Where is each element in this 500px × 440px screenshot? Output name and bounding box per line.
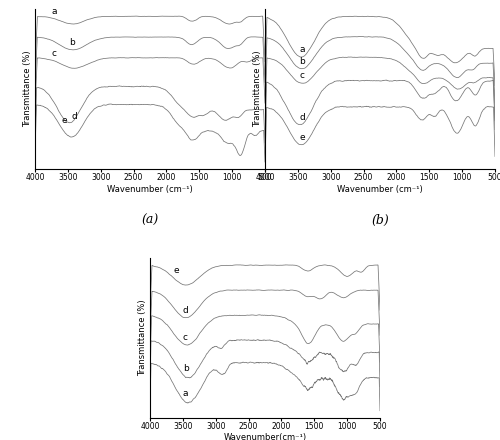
Text: b: b bbox=[69, 38, 75, 48]
Text: e: e bbox=[299, 133, 305, 142]
Text: d: d bbox=[183, 306, 188, 315]
Text: e: e bbox=[62, 117, 67, 125]
Text: d: d bbox=[71, 112, 77, 121]
Text: a: a bbox=[52, 7, 57, 16]
Text: (b): (b) bbox=[371, 214, 389, 227]
Text: c: c bbox=[183, 333, 188, 341]
Text: (a): (a) bbox=[142, 214, 158, 227]
Text: b: b bbox=[299, 57, 305, 66]
X-axis label: Wavenumber (cm⁻¹): Wavenumber (cm⁻¹) bbox=[107, 184, 193, 194]
Text: a: a bbox=[183, 389, 188, 398]
Y-axis label: Transmittance (%): Transmittance (%) bbox=[23, 51, 32, 127]
Text: a: a bbox=[299, 45, 304, 55]
Text: c: c bbox=[52, 49, 57, 58]
X-axis label: Wavenumber(cm⁻¹): Wavenumber(cm⁻¹) bbox=[224, 433, 306, 440]
Text: d: d bbox=[299, 113, 305, 122]
Y-axis label: Transmittance (%): Transmittance (%) bbox=[138, 300, 147, 376]
Text: e: e bbox=[173, 266, 178, 275]
Text: c: c bbox=[299, 71, 304, 81]
Text: b: b bbox=[183, 363, 188, 373]
Y-axis label: Transmittance (%): Transmittance (%) bbox=[253, 51, 262, 127]
X-axis label: Wavenumber (cm⁻¹): Wavenumber (cm⁻¹) bbox=[337, 184, 423, 194]
